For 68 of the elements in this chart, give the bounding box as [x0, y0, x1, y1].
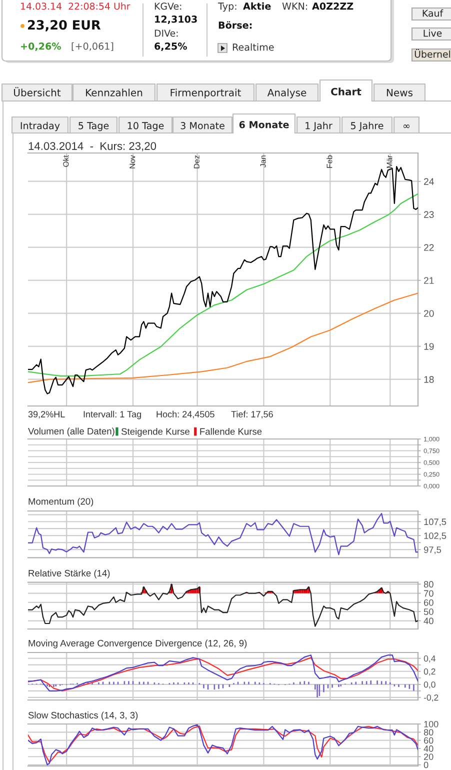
- text: 5 Tage: [78, 122, 109, 132]
- chart-title: Relative Stärke (14): [28, 570, 110, 578]
- text: Intervall: 1 Tag: [84, 410, 141, 420]
- legend-label: Fallende Kurse: [200, 428, 262, 435]
- chart-title: Volumen (alle Daten): [28, 428, 114, 436]
- chart-title: Momentum (20): [28, 498, 94, 507]
- text: KGVe:: [154, 2, 182, 10]
- text: Kennzahlen: [86, 88, 142, 96]
- y-tick-label: 80: [424, 729, 434, 736]
- text: Analyse: [267, 88, 306, 98]
- text: [+0,061]: [72, 42, 114, 51]
- y-tick-label: 21: [424, 277, 434, 284]
- text: Tief: 17,56: [231, 410, 273, 418]
- y-tick-label: 0,0: [424, 681, 436, 689]
- text: 10 Tage: [128, 122, 164, 132]
- y-tick-label: 107,5: [424, 518, 446, 526]
- text: 14.03.14 22:08:54 Uhr: [21, 2, 130, 10]
- text: News: [386, 88, 413, 96]
- text: 5 Jahre: [350, 122, 384, 132]
- text: 6 Monate: [239, 121, 289, 128]
- text: WKN:: [282, 2, 308, 10]
- y-tick-label: 20: [424, 754, 434, 760]
- y-tick-label: 102,5: [424, 532, 446, 540]
- text: Realtime: [232, 43, 274, 51]
- text: Aktie: [243, 2, 271, 10]
- y-tick-label: 50: [424, 608, 434, 616]
- y-tick-label: 100: [424, 720, 438, 728]
- text: ∞: [404, 124, 410, 128]
- y-tick-label: 22: [424, 244, 434, 251]
- legend-label: Steigende Kurse: [121, 428, 190, 437]
- y-tick-label: 19: [424, 343, 434, 350]
- y-tick-label: 0: [424, 762, 428, 768]
- text: 39,2%HL: [28, 411, 65, 418]
- text: Chart: [331, 88, 362, 96]
- y-tick-label: 18: [424, 376, 434, 383]
- text: Intraday: [20, 122, 60, 132]
- text: 6,25%: [154, 42, 187, 52]
- text: Firmenportrait: [170, 88, 241, 98]
- text: Börse:: [218, 21, 252, 29]
- y-tick-label: 20: [424, 310, 434, 317]
- text: 12,3103: [155, 16, 197, 24]
- y-tick-label: 60: [424, 599, 434, 606]
- text: Typ:: [218, 2, 236, 12]
- y-tick-label: 80: [424, 581, 434, 588]
- y-tick-label: 97,5: [424, 546, 442, 554]
- text: 3 Monate: [180, 122, 224, 130]
- text: Hoch: 24,4505: [156, 410, 214, 418]
- text: Übersicht: [14, 87, 61, 96]
- chart-title: Moving Average Convergence Divergence (12, 26, 9): [28, 640, 247, 648]
- text: Kauf: [422, 9, 444, 17]
- text: Live: [424, 29, 442, 37]
- y-tick-label: 60: [424, 737, 434, 744]
- chart-title: Slow Stochastics (14, 3, 3): [28, 712, 138, 720]
- y-tick-label: 40: [424, 618, 434, 624]
- text: DIVe:: [154, 30, 178, 37]
- y-tick-label: 70: [424, 590, 434, 597]
- text: +0,26%: [21, 42, 61, 52]
- y-tick-label: 0,2: [424, 668, 436, 676]
- y-tick-label: 23: [424, 211, 434, 218]
- text: Übernel: [414, 49, 450, 58]
- chart-title: 14.03.2014 - Kurs: 23,20: [28, 142, 156, 152]
- y-tick-label: 40: [424, 745, 434, 752]
- y-tick-label: 24: [424, 178, 434, 185]
- text: 23,20 EUR: [28, 20, 101, 32]
- text: A0Z2ZZ: [312, 2, 354, 10]
- y-tick-label: 0,4: [424, 655, 436, 663]
- y-tick-label: -0,2: [424, 694, 438, 702]
- text: 1 Jahr: [306, 122, 332, 132]
